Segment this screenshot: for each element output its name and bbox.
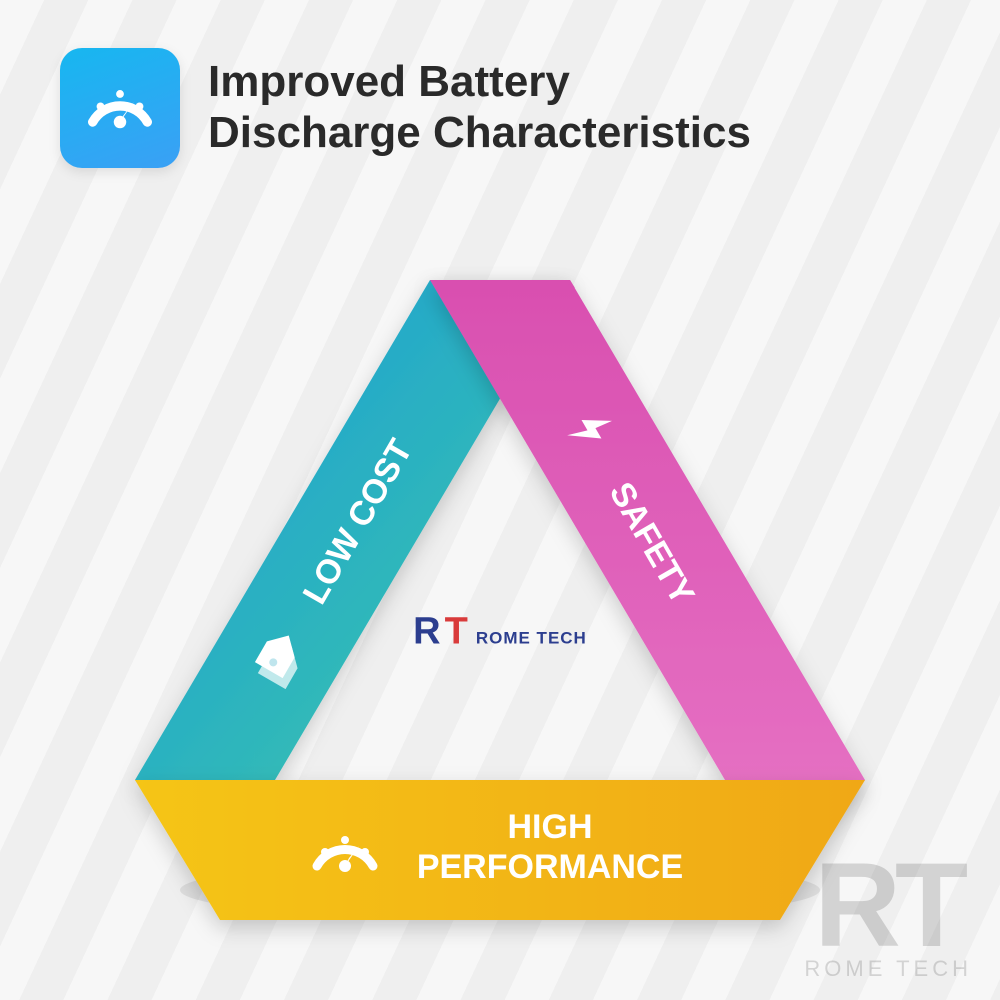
logo-t: T (445, 611, 466, 654)
page-title: Improved Battery Discharge Characteristi… (208, 57, 751, 158)
title-line-1: Improved Battery (208, 57, 751, 108)
watermark-main: RT (804, 854, 972, 956)
center-logo: RT ROME TECH (413, 611, 587, 654)
logo-r: R (413, 611, 438, 654)
watermark: RT ROME TECH (804, 854, 972, 982)
title-line-2: Discharge Characteristics (208, 108, 751, 159)
ribbon-high-performance: HIGH PERFORMANCE (135, 780, 865, 920)
header: Improved Battery Discharge Characteristi… (0, 0, 1000, 168)
ribbon-label-line2: PERFORMANCE (417, 848, 683, 886)
gauge-icon (60, 48, 180, 168)
ribbon-safety: SAFETY (430, 280, 865, 850)
triangle-infographic: LOW COST SAFETY (120, 240, 880, 940)
logo-text: ROME TECH (476, 629, 587, 649)
watermark-sub: ROME TECH (804, 956, 972, 982)
ribbon-label-line1: HIGH (508, 808, 593, 846)
